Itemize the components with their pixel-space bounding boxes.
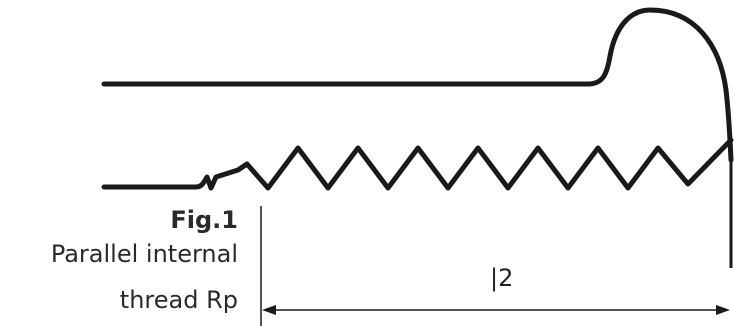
arrow-right-icon [716, 305, 730, 315]
figure-caption-line2: thread Rp [119, 286, 238, 314]
thread-profile-line [101, 137, 734, 191]
outer-contour-line [101, 7, 734, 163]
dimension-label: |2 [490, 264, 514, 292]
arrow-left-icon [262, 305, 276, 315]
figure-label: Fig.1 [170, 206, 238, 234]
figure-caption-line1: Parallel internal [50, 240, 238, 268]
